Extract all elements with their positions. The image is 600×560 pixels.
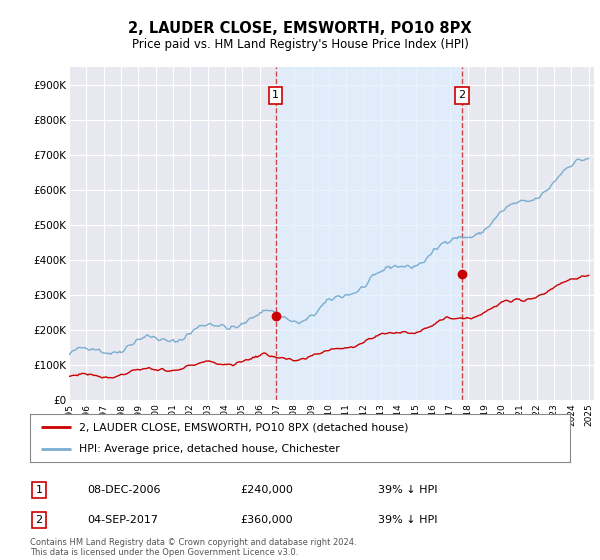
Text: 39% ↓ HPI: 39% ↓ HPI — [378, 515, 437, 525]
Text: 2: 2 — [35, 515, 43, 525]
Text: 08-DEC-2006: 08-DEC-2006 — [87, 485, 161, 495]
Text: HPI: Average price, detached house, Chichester: HPI: Average price, detached house, Chic… — [79, 444, 340, 454]
Text: Price paid vs. HM Land Registry's House Price Index (HPI): Price paid vs. HM Land Registry's House … — [131, 38, 469, 50]
Text: 1: 1 — [35, 485, 43, 495]
Text: 39% ↓ HPI: 39% ↓ HPI — [378, 485, 437, 495]
Text: 04-SEP-2017: 04-SEP-2017 — [87, 515, 158, 525]
Text: 2, LAUDER CLOSE, EMSWORTH, PO10 8PX: 2, LAUDER CLOSE, EMSWORTH, PO10 8PX — [128, 21, 472, 36]
Text: £360,000: £360,000 — [240, 515, 293, 525]
Text: Contains HM Land Registry data © Crown copyright and database right 2024.
This d: Contains HM Land Registry data © Crown c… — [30, 538, 356, 557]
Text: 1: 1 — [272, 90, 279, 100]
Text: 2, LAUDER CLOSE, EMSWORTH, PO10 8PX (detached house): 2, LAUDER CLOSE, EMSWORTH, PO10 8PX (det… — [79, 422, 408, 432]
Bar — [275, 67, 462, 400]
Text: £240,000: £240,000 — [240, 485, 293, 495]
Text: 2: 2 — [458, 90, 466, 100]
